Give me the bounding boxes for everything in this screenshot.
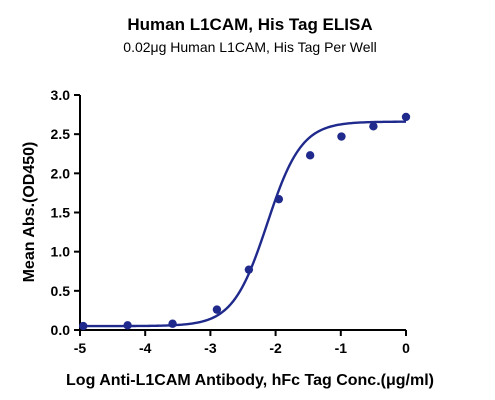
y-axis-label: Mean Abs.(OD450) bbox=[21, 142, 38, 283]
data-point bbox=[305, 151, 315, 160]
y-tick-label: 2.5 bbox=[51, 126, 71, 142]
y-axis: 0.0 0.5 1.0 1.5 2.0 2.5 3.0 bbox=[51, 87, 81, 338]
x-tick-label: 0 bbox=[402, 340, 410, 356]
x-tick-label: -4 bbox=[139, 340, 152, 356]
x-axis-label: Log Anti-L1CAM Antibody, hFc Tag Conc.(μ… bbox=[66, 372, 434, 389]
chart-title: Human L1CAM, His Tag ELISA bbox=[127, 15, 372, 34]
fit-curve bbox=[80, 120, 406, 328]
x-tick-label: -3 bbox=[204, 340, 217, 356]
x-tick-label: -1 bbox=[335, 340, 348, 356]
x-tick-label: -5 bbox=[74, 340, 87, 356]
data-point bbox=[123, 321, 132, 330]
data-point bbox=[274, 194, 284, 204]
data-point bbox=[212, 305, 222, 314]
data-point bbox=[369, 122, 378, 131]
data-point bbox=[168, 319, 177, 328]
y-tick-label: 2.0 bbox=[51, 165, 71, 181]
chart-subtitle: 0.02μg Human L1CAM, His Tag Per Well bbox=[123, 39, 376, 55]
y-tick-label: 0.5 bbox=[51, 283, 71, 299]
data-point bbox=[401, 112, 411, 122]
y-tick-label: 1.5 bbox=[51, 205, 71, 221]
data-point bbox=[337, 132, 346, 141]
y-tick-label: 1.0 bbox=[51, 244, 71, 260]
x-axis: -5 -4 -3 -2 -1 0 bbox=[74, 329, 410, 356]
y-tick-label: 0.0 bbox=[51, 322, 71, 338]
data-points bbox=[79, 112, 411, 331]
x-tick-label: -2 bbox=[269, 340, 282, 356]
data-point bbox=[79, 321, 88, 331]
y-tick-label: 3.0 bbox=[51, 87, 71, 103]
data-point bbox=[244, 265, 254, 274]
